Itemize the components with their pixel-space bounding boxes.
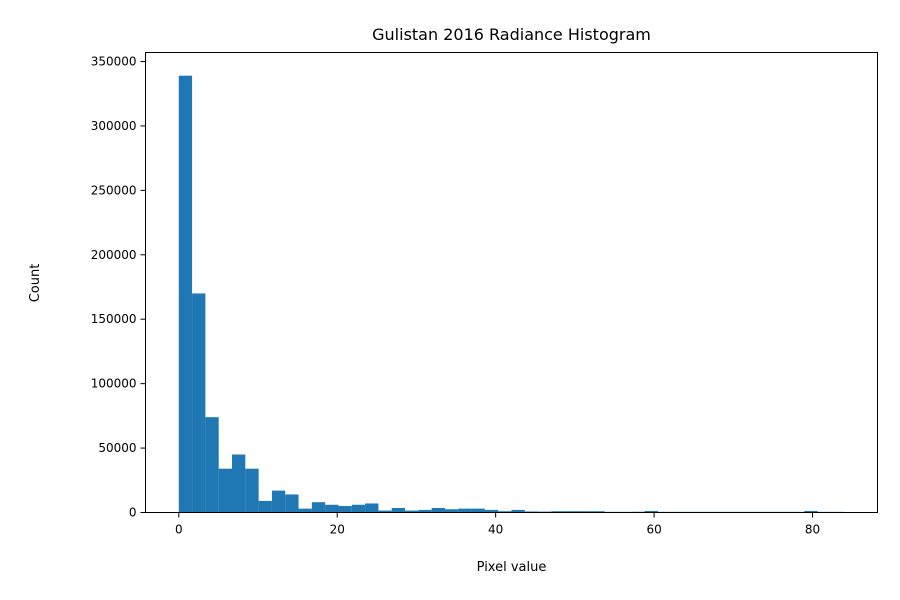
histogram-bar-16	[391, 507, 406, 513]
histogram-bar-13	[351, 504, 366, 513]
histogram-bar-10	[311, 502, 326, 513]
y-tick-label-6: 300000	[91, 119, 137, 133]
histogram-bar-31	[591, 511, 605, 513]
histogram-bar-47	[804, 510, 818, 513]
histogram-bar-6	[258, 500, 272, 513]
y-tick-label-4: 200000	[91, 248, 137, 262]
histogram-bar-14	[365, 503, 379, 513]
histogram-bar-28	[551, 511, 565, 513]
y-tick-label-1: 50000	[98, 441, 136, 455]
plot-frame	[145, 52, 878, 513]
histogram-bar-12	[338, 506, 352, 513]
histogram-bar-17	[405, 510, 419, 513]
histogram-bar-11	[325, 504, 339, 513]
histogram-bar-4	[232, 454, 246, 513]
y-axis-label: Count	[28, 264, 43, 303]
histogram-bar-30	[578, 511, 592, 513]
y-tick-label-5: 250000	[91, 183, 137, 197]
histogram-bar-5	[245, 468, 259, 513]
y-tick-label-3: 150000	[91, 312, 137, 326]
histogram-bar-26	[524, 511, 539, 513]
histogram-bar-0	[178, 75, 193, 513]
histogram-bar-24	[498, 511, 512, 513]
histogram-bar-2	[205, 417, 219, 513]
histogram-bar-7	[271, 490, 286, 513]
x-axis-label: Pixel value	[477, 560, 547, 575]
histogram-bar-22	[471, 508, 485, 513]
bars-layer	[178, 75, 845, 513]
histogram-bar-3	[218, 468, 233, 513]
histogram-bar-8	[285, 494, 299, 513]
histogram-bar-25	[511, 509, 525, 513]
histogram-bar-1	[192, 293, 206, 513]
histogram-bar-35	[644, 510, 658, 513]
x-tick-label-1: 20	[330, 523, 345, 537]
histogram-bar-21	[458, 508, 472, 513]
chart-title: Gulistan 2016 Radiance Histogram	[372, 25, 651, 44]
histogram-bar-23	[484, 509, 499, 513]
histogram-bar-29	[564, 511, 579, 513]
histogram-bar-18	[418, 509, 432, 513]
histogram-bar-19	[431, 507, 445, 513]
x-axis-ticks: 0 20 40 60 80	[175, 512, 820, 537]
x-tick-label-2: 40	[488, 523, 503, 537]
x-tick-label-3: 60	[646, 523, 661, 537]
histogram-bar-15	[378, 510, 392, 513]
y-tick-label-0: 0	[129, 506, 137, 520]
x-tick-label-0: 0	[175, 523, 183, 537]
y-axis-ticks: 0 50000 100000 150000 200000 250000 300000 3500…	[91, 55, 146, 520]
x-tick-label-4: 80	[805, 523, 820, 537]
histogram-bar-9	[298, 508, 312, 513]
histogram-bar-20	[444, 509, 459, 513]
y-tick-label-2: 100000	[91, 377, 137, 391]
y-tick-label-7: 350000	[91, 55, 137, 69]
